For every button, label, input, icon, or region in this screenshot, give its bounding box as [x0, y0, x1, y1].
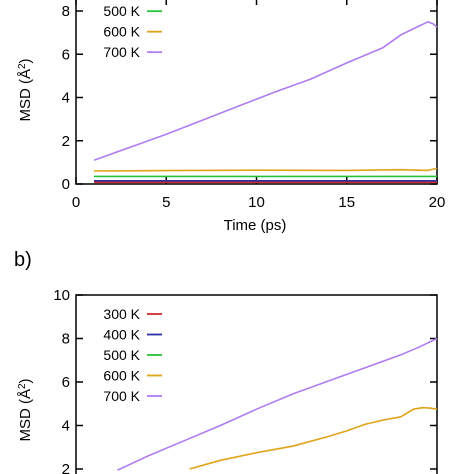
series-line-600-k [189, 406, 438, 470]
series-lines-b [117, 337, 438, 471]
y-axis-label-b: MSD (Å2) [17, 378, 35, 441]
legend-label: 300 K [103, 306, 140, 322]
x-tick-label: 5 [162, 194, 170, 211]
legend-label: 500 K [103, 3, 140, 19]
plot-frame-b [75, 294, 438, 474]
legend-label: 500 K [103, 347, 140, 363]
y-tick-label: 2 [62, 461, 70, 474]
y-tick-label: 6 [62, 374, 70, 391]
y-tick-label: 8 [62, 3, 70, 20]
series-line-600-k [93, 167, 438, 172]
y-tick-label: 4 [62, 418, 70, 435]
x-tick-label: 10 [248, 194, 265, 211]
panel-b: b) 2 4 6 8 10 300 K 400 K 500 K 600 K 700 K MSD … [14, 249, 438, 474]
ticks-a: 0 2 4 6 8 0 5 10 15 20 [62, 0, 446, 211]
series-line-700-k [117, 337, 438, 471]
ticks-b: 2 4 6 8 10 [53, 287, 437, 474]
y-tick-label: 2 [62, 133, 70, 150]
legend-label: 600 K [103, 24, 140, 40]
x-tick-label: 15 [338, 194, 355, 211]
x-axis-label-a: Time (ps) [224, 217, 287, 234]
legend-label: 400 K [103, 327, 140, 343]
x-tick-label: 0 [72, 194, 80, 211]
y-tick-label: 4 [62, 90, 70, 107]
y-tick-label: 0 [62, 176, 70, 193]
legend-label: 700 K [103, 388, 140, 404]
y-axis-label-a: MSD (Å2) [17, 58, 35, 121]
legend-b: 300 K 400 K 500 K 600 K 700 K [103, 306, 162, 404]
panel-label-b: b) [14, 249, 32, 271]
legend-label: 700 K [103, 44, 140, 60]
y-tick-label: 10 [53, 287, 70, 304]
x-tick-label: 20 [429, 194, 446, 211]
series-line-700-k [93, 20, 438, 161]
y-tick-label: 6 [62, 46, 70, 63]
series-lines-a [93, 20, 438, 184]
y-tick-label: 8 [62, 331, 70, 348]
legend-label: 600 K [103, 368, 140, 384]
